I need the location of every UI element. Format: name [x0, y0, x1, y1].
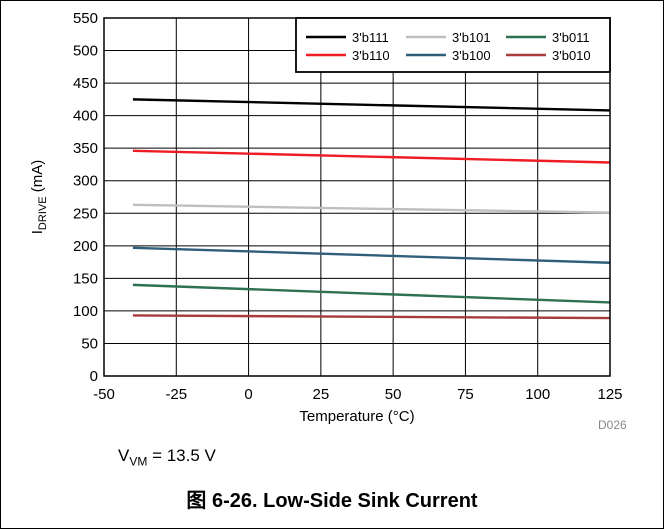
y-axis-label: IDRIVE (mA) — [29, 160, 49, 234]
x-tick-label: 75 — [457, 386, 474, 403]
legend-label: 3'b011 — [552, 30, 590, 45]
series-line — [132, 314, 611, 320]
y-tick-label: 400 — [73, 108, 98, 125]
condition-note: VVM = 13.5 V — [118, 446, 216, 468]
x-axis-label: Temperature (°C) — [299, 408, 414, 425]
series-line — [132, 149, 611, 164]
x-tick-label: -25 — [165, 386, 187, 403]
x-tick-label: 125 — [597, 386, 622, 403]
y-axis-label-main: I — [29, 230, 46, 234]
y-tick-label: 200 — [73, 238, 98, 255]
series-line — [132, 203, 611, 214]
y-axis-label-sub: DRIVE — [37, 196, 49, 230]
legend-label: 3'b100 — [452, 48, 491, 63]
legend-label: 3'b010 — [552, 48, 591, 63]
series-lines — [132, 98, 611, 320]
y-tick-label: 550 — [73, 10, 98, 27]
y-tick-label: 350 — [73, 140, 98, 157]
x-tick-label: -50 — [93, 386, 115, 403]
x-tick-label: 50 — [385, 386, 402, 403]
y-axis-label-unit: (mA) — [29, 160, 46, 197]
condition-prefix: V — [118, 446, 130, 465]
legend-label: 3'b101 — [452, 30, 491, 45]
condition-suffix: = 13.5 V — [147, 446, 216, 465]
legend-label: 3'b110 — [352, 48, 390, 63]
series-line — [132, 246, 611, 264]
x-tick-label: 100 — [525, 386, 550, 403]
legend-label: 3'b111 — [352, 30, 389, 45]
y-tick-label: 50 — [81, 335, 98, 352]
y-tick-label: 250 — [73, 205, 98, 222]
series-line — [132, 283, 611, 304]
y-tick-label: 450 — [73, 75, 98, 92]
x-tick-label: 0 — [244, 386, 252, 403]
condition-sub: VM — [129, 454, 148, 469]
series-line — [132, 98, 611, 112]
chart: -50 -25 0 25 50 75 100 125 0 50 100 150 200 250 300 350… — [29, 10, 623, 425]
tick-labels: -50 -25 0 25 50 75 100 125 0 50 100 150 200 250 300 350… — [73, 10, 623, 403]
x-tick-label: 25 — [313, 386, 330, 403]
y-tick-label: 100 — [73, 303, 98, 320]
figure-code: D026 — [598, 418, 627, 432]
legend: 3'b111 3'b101 3'b011 3'b110 3'b100 3'b010 — [295, 17, 611, 73]
legend-box — [295, 17, 611, 73]
y-tick-label: 150 — [73, 270, 98, 287]
figure-caption: 图 6-26. Low-Side Sink Current — [186, 490, 478, 512]
y-tick-label: 0 — [90, 368, 98, 385]
y-tick-label: 500 — [73, 43, 98, 60]
y-tick-label: 300 — [73, 173, 98, 190]
